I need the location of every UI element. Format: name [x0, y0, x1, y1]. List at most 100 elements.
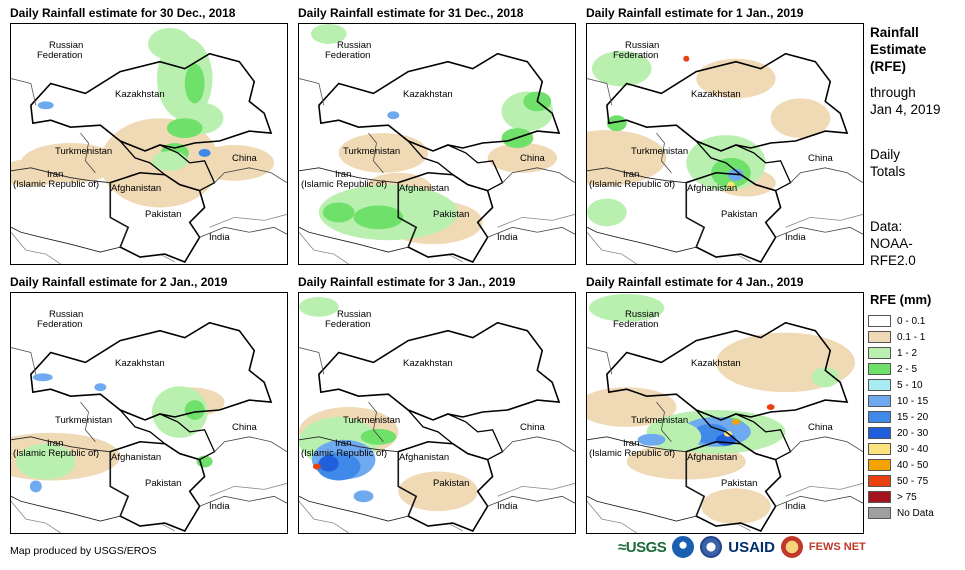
country-label-iran: Iran	[47, 169, 64, 180]
country-boundary	[502, 436, 575, 453]
country-boundary	[790, 167, 863, 184]
panel-title-3: Daily Rainfall estimate for 1 Jan., 2019	[586, 6, 804, 20]
panel-title-4: Daily Rainfall estimate for 2 Jan., 2019	[10, 275, 228, 289]
legend-item: No Data	[868, 505, 934, 521]
panel-title-2: Daily Rainfall estimate for 31 Dec., 201…	[298, 6, 524, 20]
map-canvas	[11, 27, 287, 264]
country-label-iran-2: (Islamic Republic of)	[301, 448, 388, 459]
legend-item: 0 - 0.1	[868, 313, 934, 329]
legend-label: 40 - 50	[897, 459, 929, 471]
country-label-pakistan: Pakistan	[145, 478, 182, 489]
region-boundary	[30, 321, 273, 421]
legend-swatch	[868, 395, 891, 407]
rainfall-patch	[770, 98, 831, 139]
rainfall-patch	[198, 148, 211, 157]
rainfall-patch	[29, 480, 42, 493]
secondary-boundary	[587, 501, 637, 533]
panel-title-5: Daily Rainfall estimate for 3 Jan., 2019	[298, 275, 516, 289]
legend-label: 1 - 2	[897, 347, 918, 359]
country-label-russia-2: Federation	[325, 50, 371, 61]
rainfall-map-2-jan: Russian Federation Kazakhstan Turkmenistan I…	[10, 292, 288, 534]
rainfall-map-1-jan: Russian Federation Kazakhstan Turkmenistan I…	[586, 23, 864, 265]
country-label-turkmenistan: Turkmenistan	[55, 146, 113, 157]
country-label-russia: Russian	[337, 309, 372, 320]
legend-item: 20 - 30	[868, 425, 934, 441]
legend-item: 40 - 50	[868, 457, 934, 473]
country-label-turkmenistan: Turkmenistan	[631, 146, 689, 157]
side-data-line-2: NOAA-	[870, 236, 913, 251]
side-data-line-3: RFE2.0	[870, 253, 916, 268]
map-canvas	[11, 321, 287, 533]
country-label-russia-2: Federation	[37, 50, 83, 61]
rainfall-patch	[184, 63, 205, 104]
country-boundary	[775, 495, 863, 507]
rainfall-patch	[766, 404, 775, 411]
rainfall-patch	[184, 400, 205, 420]
country-label-india: India	[497, 232, 518, 243]
country-label-iran-2: (Islamic Republic of)	[13, 448, 100, 459]
region-boundary	[30, 52, 273, 152]
rainfall-patch	[731, 418, 740, 425]
country-boundary	[11, 78, 37, 106]
country-boundary	[11, 436, 129, 522]
country-label-afghanistan: Afghanistan	[399, 452, 450, 463]
legend-swatch	[868, 315, 891, 327]
rainfall-patch	[194, 144, 275, 181]
rainfall-patch	[811, 367, 840, 388]
legend-title: RFE (mm)	[870, 292, 932, 307]
country-label-russia: Russian	[625, 40, 660, 51]
country-label-iran: Iran	[623, 438, 640, 449]
legend-item: 2 - 5	[868, 361, 934, 377]
rainfall-patch	[588, 293, 665, 322]
legend-label: > 75	[897, 491, 917, 503]
rainfall-patch	[299, 296, 339, 317]
secondary-boundary	[735, 214, 863, 263]
secondary-boundary	[735, 483, 863, 532]
rainfall-patch	[94, 383, 107, 392]
rainfall-patch	[15, 443, 76, 480]
country-label-iran: Iran	[335, 169, 352, 180]
rainfall-patch	[318, 455, 339, 472]
secondary-boundary	[447, 214, 575, 263]
coastline	[80, 401, 96, 442]
country-boundary	[11, 347, 37, 375]
secondary-boundary	[587, 232, 637, 264]
country-label-pakistan: Pakistan	[721, 478, 758, 489]
map-credit: Map produced by USGS/EROS	[10, 545, 157, 557]
coastline	[656, 132, 672, 173]
country-label-russia: Russian	[49, 309, 84, 320]
country-label-afghanistan: Afghanistan	[687, 183, 738, 194]
region-boundary	[606, 52, 849, 152]
rainfall-map-30-dec: Russian Federation Kazakhstan Turkmenistan I…	[10, 23, 288, 265]
country-boundary	[487, 495, 575, 507]
map-canvas	[587, 50, 863, 264]
legend-label: 0 - 0.1	[897, 315, 926, 327]
rainfall-patch	[312, 463, 321, 470]
rainfall-patch	[683, 55, 690, 62]
rainfall-patch	[591, 50, 652, 87]
country-label-russia-2: Federation	[613, 50, 659, 61]
side-title-line-3: (RFE)	[870, 59, 906, 74]
country-label-iran-2: (Islamic Republic of)	[301, 179, 388, 190]
legend-label: 30 - 40	[897, 443, 929, 455]
legend-item: 0.1 - 1	[868, 329, 934, 345]
country-boundary	[487, 226, 575, 238]
country-label-kazakhstan: Kazakhstan	[691, 358, 741, 369]
country-label-russia-2: Federation	[37, 319, 83, 330]
legend-label: 50 - 75	[897, 475, 929, 487]
country-label-turkmenistan: Turkmenistan	[631, 415, 689, 426]
country-label-india: India	[209, 232, 230, 243]
legend-swatch	[868, 347, 891, 359]
usgs-logo: ≈USGS	[618, 538, 667, 556]
country-label-russia-2: Federation	[613, 319, 659, 330]
country-label-kazakhstan: Kazakhstan	[403, 358, 453, 369]
rainfall-patch	[587, 198, 627, 227]
side-through: through Jan 4, 2019	[870, 84, 941, 118]
rainfall-patch	[353, 205, 404, 230]
legend-label: 2 - 5	[897, 363, 918, 375]
country-label-china: China	[520, 153, 545, 164]
side-title-line-1: Rainfall	[870, 25, 919, 40]
country-boundary	[199, 226, 287, 238]
rainfall-patch	[310, 24, 347, 44]
country-label-india: India	[209, 501, 230, 512]
